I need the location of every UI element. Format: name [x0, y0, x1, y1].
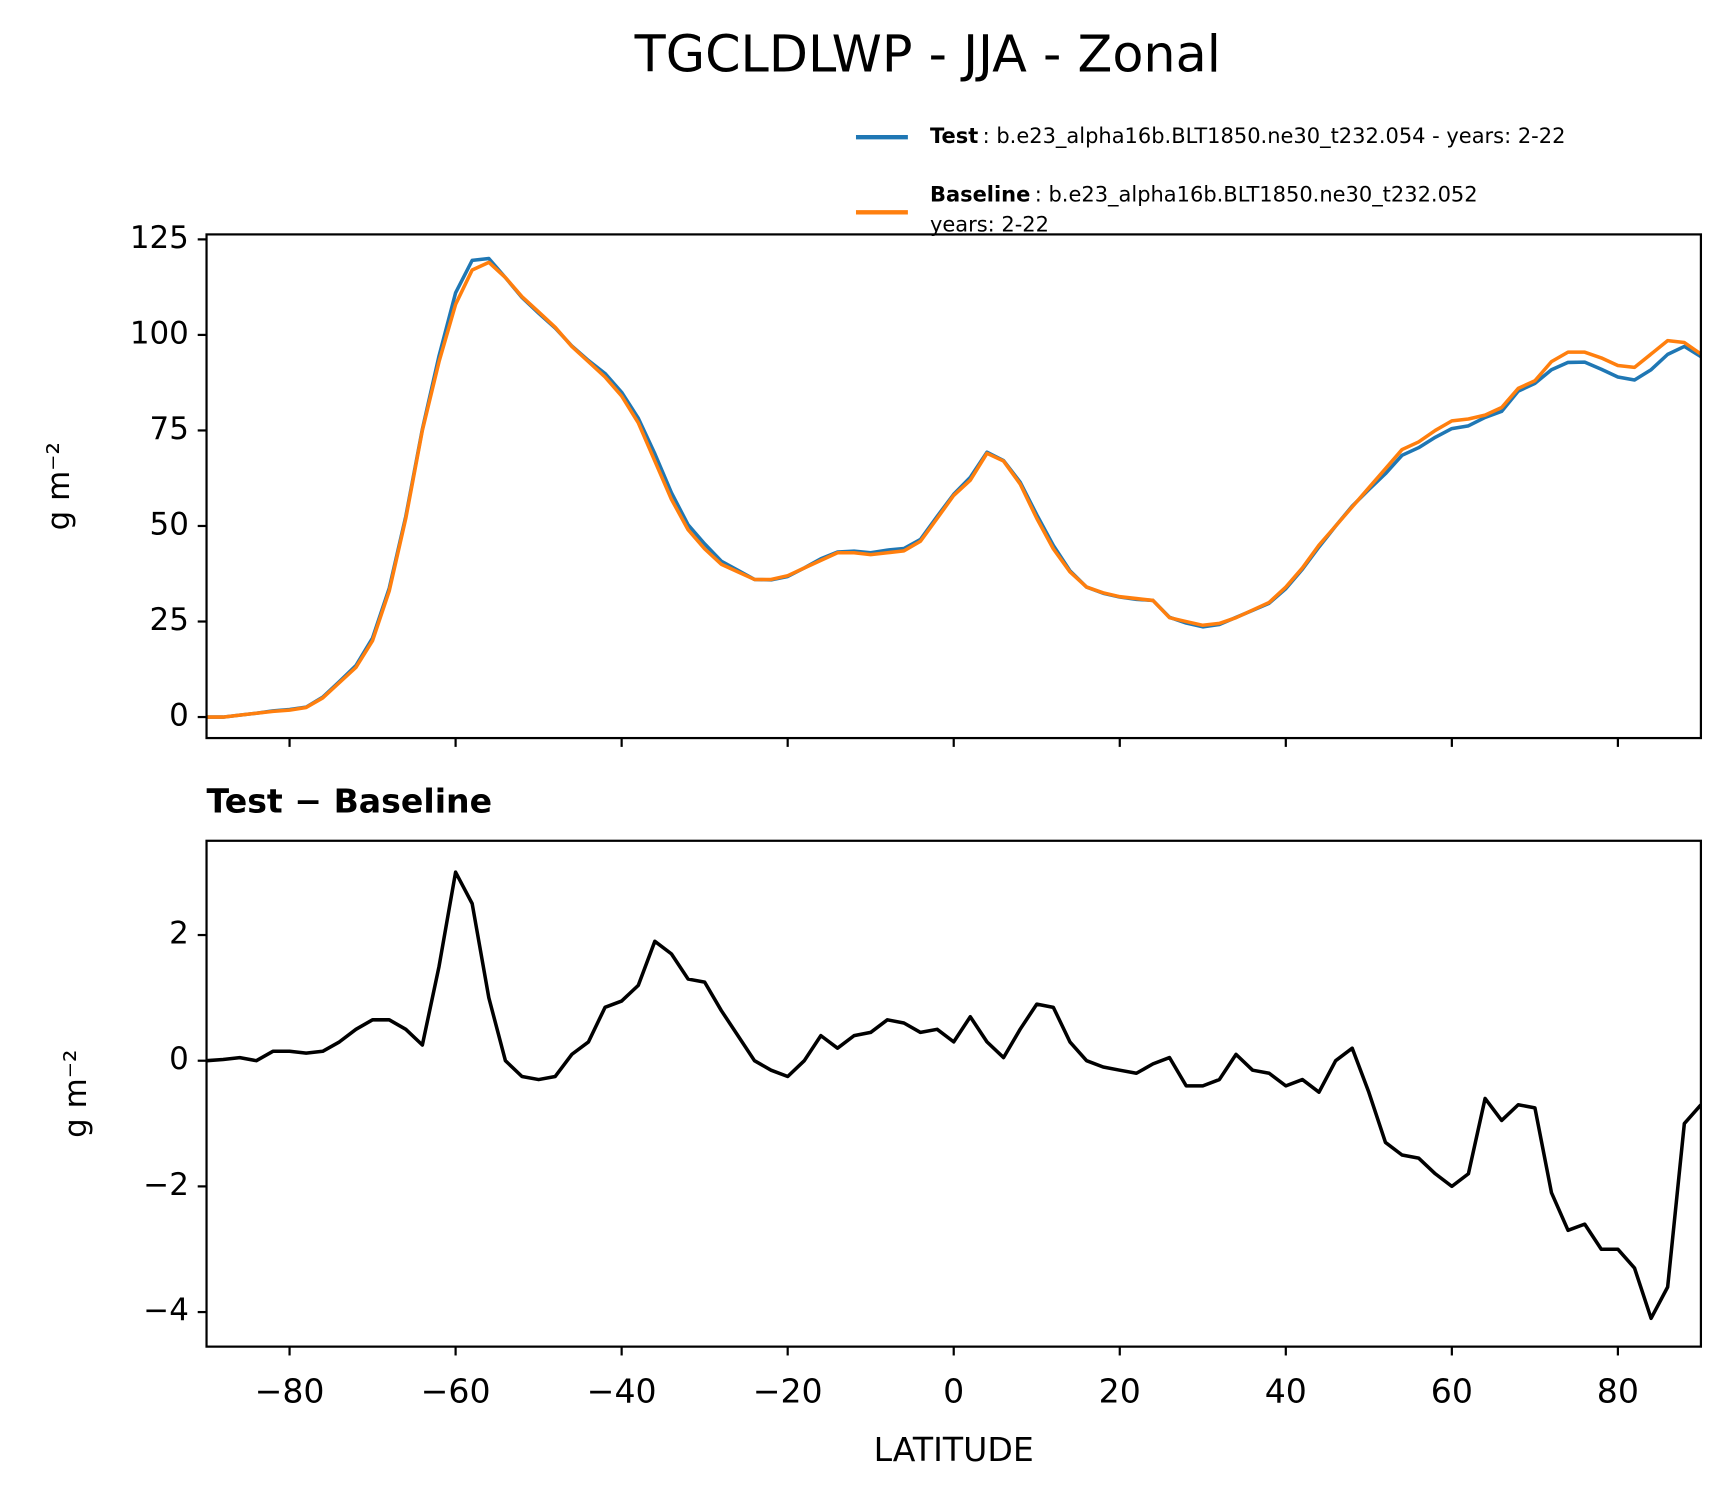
x-tick-label: 80: [1597, 1372, 1639, 1411]
y-axis-label: g m⁻²: [58, 1050, 94, 1138]
y-tick-label: 50: [150, 506, 189, 542]
y-tick-label: 2: [169, 916, 189, 952]
y-tick-label: 0: [169, 698, 189, 734]
axes-title: Test − Baseline: [207, 782, 493, 821]
x-tick-label: −80: [255, 1372, 325, 1411]
series-line: [206, 256, 1701, 719]
legend-label: Baseline: b.e23_alpha16b.BLT1850.ne30_t2…: [930, 183, 1478, 208]
x-tick-label: 40: [1265, 1372, 1307, 1411]
y-tick-label: 100: [130, 315, 189, 351]
x-axis-label: LATITUDE: [874, 1430, 1034, 1469]
y-axis-label: g m⁻²: [41, 442, 77, 530]
x-tick-label: 0: [943, 1372, 964, 1411]
legend-name: Test: [930, 124, 978, 148]
legend-label: Test: b.e23_alpha16b.BLT1850.ne30_t232.0…: [930, 124, 1565, 149]
x-tick-label: 60: [1431, 1372, 1473, 1411]
axes-frame: [205, 839, 1703, 1348]
legend-name: Baseline: [930, 183, 1030, 207]
x-tick-label: 20: [1099, 1372, 1141, 1411]
y-tick-label: 0: [169, 1041, 189, 1077]
y-tick-label: 125: [130, 220, 189, 256]
y-tick-label: −2: [143, 1167, 189, 1203]
y-tick-label: −4: [143, 1293, 189, 1329]
legend-description: years: 2-22: [930, 213, 1049, 237]
x-tick-label: −60: [421, 1372, 491, 1411]
x-tick-label: −20: [753, 1372, 823, 1411]
figure-title: TGCLDLWP - JJA - Zonal: [634, 25, 1221, 84]
legend-description: : b.e23_alpha16b.BLT1850.ne30_t232.054 -…: [983, 124, 1566, 149]
y-tick-label: 25: [150, 602, 189, 638]
axes-frame: [205, 233, 1703, 740]
x-tick-label: −40: [587, 1372, 657, 1411]
y-tick-label: 75: [150, 411, 189, 447]
series-line: [206, 870, 1701, 1321]
legend-description: : b.e23_alpha16b.BLT1850.ne30_t232.052: [1035, 183, 1478, 208]
series-line: [206, 260, 1701, 719]
